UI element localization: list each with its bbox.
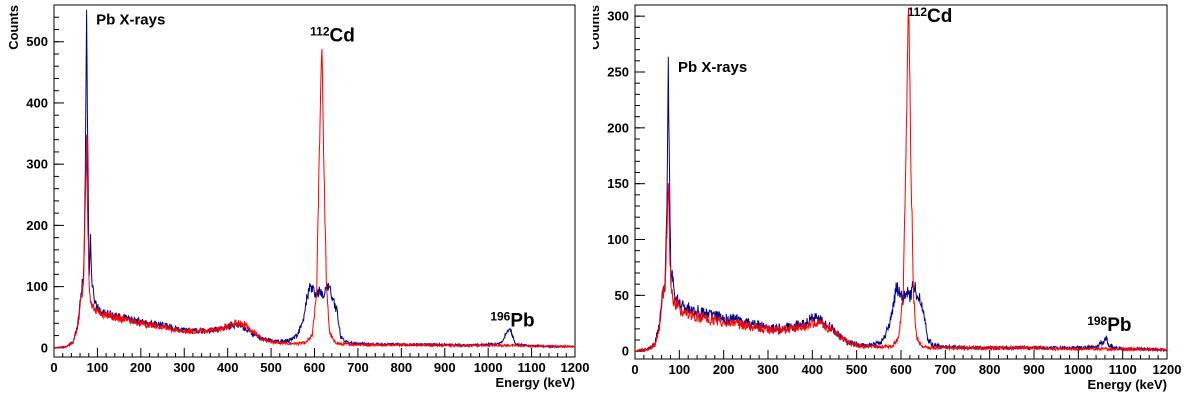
y-axis-title: Counts	[593, 5, 602, 50]
annotation-mass-number: 198	[1087, 314, 1107, 328]
x-tick-label: 0	[631, 362, 638, 377]
y-axis-title: Counts	[6, 5, 21, 50]
x-tick-label: 600	[890, 362, 912, 377]
x-tick-label: 500	[260, 360, 282, 375]
annotation-mass-number: 112	[908, 5, 928, 19]
y-tick-label: 400	[26, 95, 48, 110]
y-tick-label: 300	[26, 157, 48, 172]
y-tick-label: 500	[26, 34, 48, 49]
peak-annotation: 112Cd	[908, 5, 953, 27]
x-tick-label: 200	[130, 360, 152, 375]
x-tick-label: 300	[173, 360, 195, 375]
y-tick-label: 200	[607, 120, 629, 135]
x-tick-label: 100	[87, 360, 109, 375]
annotation-label: Pb	[1107, 315, 1131, 336]
x-tick-label: 300	[757, 362, 779, 377]
y-tick-label: 200	[26, 218, 48, 233]
x-tick-label: 0	[50, 360, 57, 375]
y-tick-label: 100	[26, 279, 48, 294]
y-tick-label: 0	[622, 344, 629, 359]
chart-panel-left: 0 100 200 300 400 500 600 700 800 900 1000 1100 1200…	[0, 0, 592, 399]
spectrum-series-blue	[635, 56, 1167, 353]
spectrum-chart-right: 0 100 200 300 400 500 600 700 800 900 1000 1100 1200…	[593, 4, 1182, 392]
x-tick-label: 900	[1023, 362, 1045, 377]
y-tick-label: 300	[607, 9, 629, 24]
x-tick-label: 1000	[474, 360, 503, 375]
x-tick-label: 700	[934, 362, 956, 377]
x-tick-label: 400	[801, 362, 823, 377]
peak-annotation: 198Pb	[1087, 314, 1131, 336]
x-tick-label: 1100	[1109, 362, 1137, 377]
chart-panel-right: 0 100 200 300 400 500 600 700 800 900 1000 1100 1200…	[593, 0, 1185, 399]
x-tick-label: 800	[390, 360, 412, 375]
y-tick-label: 0	[41, 340, 48, 355]
peak-annotation: 196Pb	[490, 309, 534, 331]
peak-annotation: Pb X-rays	[678, 59, 747, 76]
x-axis-title: Energy (keV)	[496, 375, 575, 390]
x-tick-label: 800	[979, 362, 1001, 377]
annotation-mass-number: 196	[490, 309, 510, 323]
x-tick-label: 600	[304, 360, 326, 375]
spectrum-chart-left: 0 100 200 300 400 500 600 700 800 900 1000 1100 1200…	[6, 4, 590, 390]
y-tick-label: 50	[615, 288, 629, 303]
annotation-label: Cd	[330, 26, 355, 47]
x-tick-label: 900	[434, 360, 456, 375]
x-tick-label: 1100	[517, 360, 545, 375]
y-tick-label: 250	[607, 65, 629, 80]
x-tick-label: 1200	[1153, 362, 1182, 377]
x-tick-label: 700	[347, 360, 369, 375]
annotation-label: Cd	[927, 6, 952, 27]
x-tick-label: 1200	[561, 360, 590, 375]
annotation-mass-number: 112	[310, 25, 330, 39]
annotation-label: Pb	[510, 310, 534, 331]
peak-annotation: Pb X-rays	[96, 12, 165, 29]
spectrum-series-red	[54, 48, 575, 349]
x-tick-label: 500	[846, 362, 868, 377]
y-tick-label: 100	[607, 232, 629, 247]
peak-annotation: 112Cd	[310, 25, 355, 47]
y-tick-label: 150	[607, 176, 629, 191]
x-axis-title: Energy (keV)	[1088, 377, 1167, 392]
x-tick-label: 100	[668, 362, 690, 377]
spectrum-series-blue	[54, 9, 575, 349]
plot-frame	[53, 4, 576, 358]
x-tick-label: 200	[713, 362, 735, 377]
spectrum-series-red	[635, 7, 1167, 353]
x-tick-label: 1000	[1064, 362, 1093, 377]
x-tick-label: 400	[217, 360, 239, 375]
